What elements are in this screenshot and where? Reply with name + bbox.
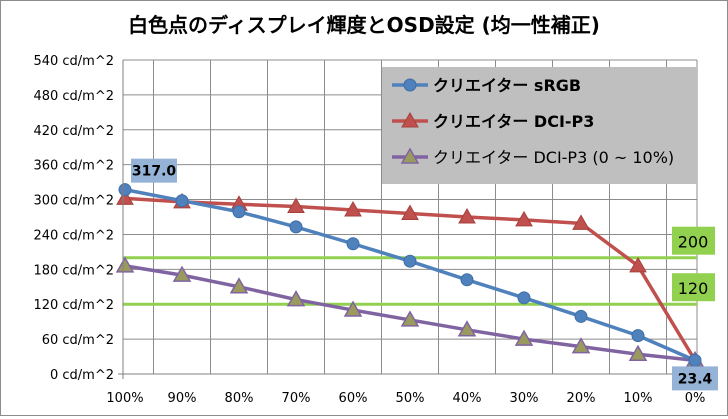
reference-label: 120: [678, 279, 709, 298]
data-point: [457, 320, 477, 337]
x-tick-label: 10%: [624, 391, 653, 406]
x-tick-label: 100%: [106, 391, 143, 406]
x-tick-label: 90%: [168, 391, 197, 406]
x-tick-label: 60%: [339, 391, 368, 406]
reference-label-box: [672, 273, 715, 302]
legend-box: [382, 67, 697, 184]
data-point: [115, 256, 135, 273]
data-label-box: [672, 366, 718, 391]
data-point: [574, 309, 588, 323]
data-point: [232, 205, 246, 219]
data-point: [628, 344, 648, 361]
data-point: [344, 201, 362, 217]
data-point: [401, 204, 419, 221]
x-tick-label: 20%: [567, 391, 596, 406]
data-point: [289, 220, 303, 234]
legend-marker: [401, 111, 419, 128]
data-point: [172, 265, 192, 282]
data-point: [514, 329, 534, 346]
y-tick-label: 300 cd/m^2: [33, 194, 114, 209]
y-tick-label: 120 cd/m^2: [33, 298, 114, 313]
y-tick-label: 240 cd/m^2: [33, 228, 114, 243]
data-label-box: [131, 158, 177, 183]
data-label: 317.0: [132, 164, 177, 180]
data-point: [458, 207, 476, 224]
y-tick-label: 0 cd/m^2: [50, 368, 114, 383]
y-tick-label: 540 cd/m^2: [33, 54, 114, 69]
legend-marker: [403, 78, 417, 92]
x-tick-label: 0%: [685, 391, 706, 406]
x-tick-label: 40%: [453, 391, 482, 406]
data-point: [631, 329, 645, 343]
data-point: [116, 189, 134, 205]
data-point: [460, 273, 474, 287]
data-label: 23.4: [678, 371, 713, 387]
data-point: [517, 291, 531, 305]
reference-label-box: [672, 226, 715, 255]
data-point: [400, 310, 420, 327]
axes: 0 cd/m^2 60 cd/m^2 120 cd/m^2 180 cd/m^2 240…: [33, 54, 705, 406]
x-tick-label: 50%: [396, 391, 425, 406]
data-point: [118, 183, 132, 197]
data-point: [515, 210, 533, 227]
annotations: 317.0 23.4: [131, 158, 718, 391]
x-tick-label: 80%: [225, 391, 254, 406]
x-tick-label: 30%: [510, 391, 539, 406]
data-point: [229, 277, 249, 294]
data-point: [175, 194, 189, 208]
reference-label: 200: [678, 233, 709, 252]
y-tick-label: 360 cd/m^2: [33, 159, 114, 174]
data-point: [572, 214, 590, 230]
data-point: [688, 353, 702, 367]
legend-label: クリエイター sRGB: [433, 76, 581, 95]
data-point: [287, 197, 305, 214]
legend-marker: [400, 147, 420, 164]
y-tick-label: 480 cd/m^2: [33, 89, 114, 104]
chart-title: 白色点のディスプレイ輝度とOSD設定 (均一性補正): [128, 13, 600, 37]
series-group: [115, 183, 705, 368]
y-tick-label: 180 cd/m^2: [33, 263, 114, 278]
y-tick-label: 60 cd/m^2: [42, 333, 114, 348]
x-tick-label: 70%: [282, 391, 311, 406]
data-point: [343, 300, 363, 317]
legend-label: クリエイター DCI-P3: [433, 112, 594, 131]
y-tick-label: 420 cd/m^2: [33, 124, 114, 139]
data-point: [403, 254, 417, 268]
data-point: [629, 256, 647, 273]
data-point: [571, 337, 591, 354]
data-point: [286, 290, 306, 307]
legend-label: クリエイター DCI-P3 (0 ~ 10%): [433, 148, 674, 167]
data-point: [346, 237, 360, 251]
legend: クリエイター sRGB クリエイター DCI-P3 クリエイター DCI-P3 (0…: [382, 67, 697, 184]
